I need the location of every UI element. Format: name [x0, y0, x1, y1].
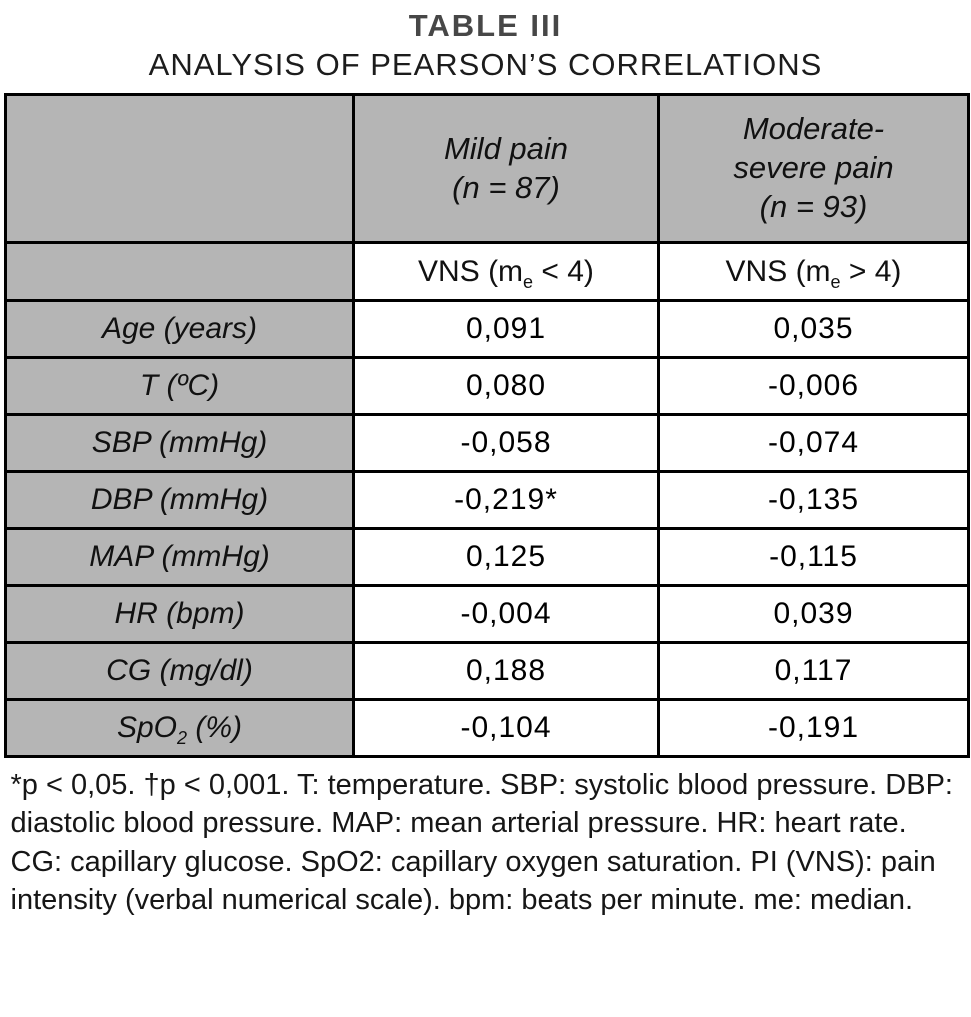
row-label: HR (bpm): [4, 584, 355, 644]
table-row-age: Age (years) 0,091 0,035: [4, 299, 970, 359]
value-modsev: -0,006: [657, 356, 970, 416]
footnote: *p < 0,05. †p < 0,001. T: temperature. S…: [10, 769, 954, 916]
value-mild: -0,058: [352, 413, 660, 473]
header-row: Mild pain (n = 87) Moderate- severe pain…: [4, 93, 970, 244]
value-modsev: -0,115: [657, 527, 970, 587]
col-header-modsev-line3: (n = 93): [759, 188, 868, 224]
value-mild: -0,104: [352, 698, 660, 758]
col-header-mild-line1: Mild pain: [443, 130, 569, 166]
row-label: T (ºC): [4, 356, 355, 416]
table-row-temperature: T (ºC) 0,080 -0,006: [4, 356, 970, 416]
subheader-vns-modsev: VNS (me > 4): [657, 241, 970, 302]
table-row-hr: HR (bpm) -0,004 0,039: [4, 584, 970, 644]
row-label: SpO2 (%): [4, 698, 355, 758]
value-modsev: -0,074: [657, 413, 970, 473]
table-row-dbp: DBP (mmHg) -0,219* -0,135: [4, 470, 970, 530]
table-row-map: MAP (mmHg) 0,125 -0,115: [4, 527, 970, 587]
col-header-mild-line2: (n = 87): [452, 169, 560, 205]
value-mild: 0,080: [352, 356, 660, 416]
table-row-cg: CG (mg/dl) 0,188 0,117: [4, 641, 970, 701]
row-label: MAP (mmHg): [4, 527, 355, 587]
row-label: SBP (mmHg): [4, 413, 355, 473]
col-header-moderate-severe-pain: Moderate- severe pain (n = 93): [657, 93, 970, 244]
table-row-spo2: SpO2 (%) -0,104 -0,191: [4, 698, 970, 758]
col-header-mild-pain: Mild pain (n = 87): [352, 93, 660, 244]
value-modsev: 0,039: [657, 584, 970, 644]
value-mild: 0,091: [352, 299, 660, 359]
subheader-vns-mild: VNS (me < 4): [352, 241, 660, 302]
value-modsev: 0,117: [657, 641, 970, 701]
table-number: TABLE III: [408, 8, 563, 43]
correlations-table: Mild pain (n = 87) Moderate- severe pain…: [4, 93, 970, 758]
col-header-modsev-line1: Moderate-: [742, 111, 885, 147]
row-label: Age (years): [4, 299, 355, 359]
value-mild: -0,219*: [352, 470, 660, 530]
value-modsev: -0,135: [657, 470, 970, 530]
table-title: ANALYSIS OF PEARSON’S CORRELATIONS: [148, 47, 823, 82]
subheader-row: VNS (me < 4) VNS (me > 4): [4, 241, 970, 302]
value-mild: -0,004: [352, 584, 660, 644]
row-label: CG (mg/dl): [4, 641, 355, 701]
value-modsev: -0,191: [657, 698, 970, 758]
value-mild: 0,125: [352, 527, 660, 587]
row-label: DBP (mmHg): [4, 470, 355, 530]
col-header-modsev-line2: severe pain: [733, 150, 894, 186]
value-mild: 0,188: [352, 641, 660, 701]
value-modsev: 0,035: [657, 299, 970, 359]
corner-cell: [4, 93, 355, 244]
subheader-empty-cell: [4, 241, 355, 302]
table-row-sbp: SBP (mmHg) -0,058 -0,074: [4, 413, 970, 473]
